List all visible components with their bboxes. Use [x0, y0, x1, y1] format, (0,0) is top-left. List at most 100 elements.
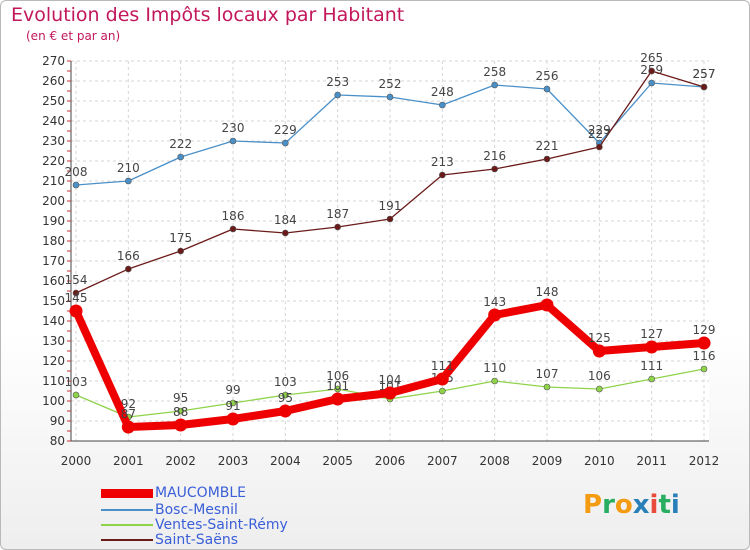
data-point — [488, 308, 502, 322]
data-point — [229, 225, 237, 233]
data-label: 229 — [588, 123, 611, 137]
data-label: 258 — [483, 65, 506, 79]
y-tick-label: 240 — [42, 114, 65, 128]
legend-item: MAUCOMBLE — [101, 486, 246, 500]
x-tick-label: 2006 — [375, 454, 406, 468]
y-tick-label: 160 — [42, 274, 65, 288]
data-point — [543, 155, 551, 163]
legend-label: Bosc-Mesnil — [155, 502, 238, 518]
x-tick-label: 2007 — [427, 454, 458, 468]
data-point — [648, 79, 655, 87]
data-label: 125 — [588, 331, 611, 345]
data-point — [697, 336, 711, 350]
logo-letter: i — [670, 490, 680, 520]
chart-subtitle: (en € et par an) — [26, 29, 121, 43]
data-label: 230 — [222, 121, 245, 135]
data-label: 103 — [65, 375, 88, 389]
data-label: 116 — [693, 349, 716, 363]
logo-letter: o — [614, 490, 633, 520]
data-point — [125, 265, 132, 273]
data-label: 99 — [225, 383, 240, 397]
data-label: 248 — [431, 85, 454, 99]
data-point — [72, 289, 80, 297]
y-tick-label: 260 — [42, 74, 65, 88]
data-point — [439, 101, 446, 109]
data-label: 106 — [326, 369, 349, 383]
data-point — [435, 372, 449, 386]
data-label: 110 — [483, 361, 506, 375]
y-tick-label: 90 — [50, 414, 65, 428]
y-tick-label: 270 — [42, 54, 65, 68]
data-label: 213 — [431, 155, 454, 169]
data-label: 187 — [326, 207, 349, 221]
data-label: 103 — [274, 375, 297, 389]
y-tick-label: 120 — [42, 354, 65, 368]
data-point — [648, 67, 655, 75]
y-tick-label: 80 — [50, 434, 65, 448]
data-point — [592, 344, 606, 358]
data-label: 101 — [326, 379, 349, 393]
data-point — [174, 418, 188, 432]
data-label: 104 — [379, 373, 402, 387]
legend-label: Ventes-Saint-Rémy — [155, 517, 288, 533]
data-point — [125, 177, 132, 185]
data-label: 257 — [693, 67, 716, 81]
logo-letter: P — [583, 490, 603, 520]
y-tick-label: 110 — [42, 374, 65, 388]
data-point — [331, 392, 345, 406]
data-point — [334, 91, 341, 99]
data-label: 184 — [274, 213, 297, 227]
data-point — [491, 377, 498, 385]
logo-letter: x — [632, 490, 650, 520]
data-point — [72, 391, 80, 399]
legend-label: MAUCOMBLE — [155, 485, 247, 501]
x-tick-label: 2001 — [113, 454, 144, 468]
x-tick-label: 2000 — [61, 454, 92, 468]
y-tick-label: 100 — [42, 394, 65, 408]
data-label: 148 — [536, 285, 559, 299]
data-label: 257 — [693, 67, 716, 81]
data-point — [386, 215, 394, 223]
data-label: 111 — [640, 359, 663, 373]
data-point — [69, 304, 83, 318]
y-tick-label: 140 — [42, 314, 65, 328]
data-point — [700, 365, 708, 373]
x-tick-label: 2010 — [584, 454, 615, 468]
data-point — [229, 137, 237, 145]
x-tick-label: 2002 — [165, 454, 196, 468]
data-point — [491, 81, 498, 89]
data-label: 265 — [640, 51, 663, 65]
data-label: 145 — [65, 291, 88, 305]
data-label: 252 — [379, 77, 402, 91]
y-tick-label: 190 — [42, 214, 65, 228]
x-tick-label: 2003 — [218, 454, 249, 468]
data-point — [72, 181, 80, 189]
y-tick-label: 130 — [42, 334, 65, 348]
plot-area — [71, 61, 709, 441]
data-point — [645, 340, 659, 354]
data-label: 253 — [326, 75, 349, 89]
legend-item: Bosc-Mesnil — [101, 503, 238, 517]
data-label: 191 — [379, 199, 402, 213]
y-tick-label: 150 — [42, 294, 65, 308]
x-tick-label: 2009 — [532, 454, 563, 468]
data-point — [177, 153, 184, 161]
data-point — [700, 83, 708, 91]
legend-swatch — [101, 524, 153, 526]
data-point — [229, 399, 237, 407]
data-label: 154 — [65, 273, 88, 287]
x-tick-label: 2012 — [689, 454, 720, 468]
data-label: 111 — [431, 359, 454, 373]
data-label: 129 — [693, 323, 716, 337]
data-label: 87 — [121, 407, 136, 421]
data-point — [282, 139, 289, 147]
x-tick-label: 2008 — [479, 454, 510, 468]
data-point — [439, 171, 446, 179]
data-label: 143 — [483, 295, 506, 309]
x-tick-label: 2005 — [322, 454, 353, 468]
data-label: 88 — [173, 405, 188, 419]
data-point — [543, 383, 551, 391]
data-point — [282, 229, 289, 237]
